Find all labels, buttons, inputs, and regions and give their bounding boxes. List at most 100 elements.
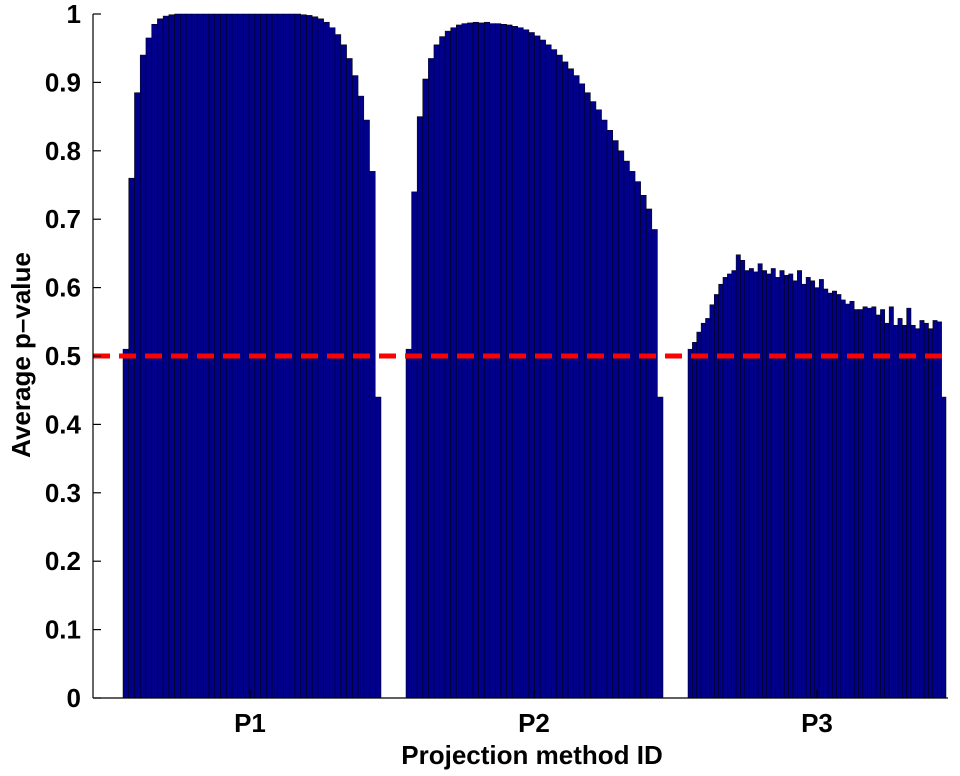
bar-p3-6 xyxy=(709,304,715,699)
bar-p2-5 xyxy=(428,58,435,699)
bar-p3-49 xyxy=(897,318,903,699)
bar-p3-11 xyxy=(731,270,737,699)
bar-p2-8 xyxy=(444,30,451,699)
bar-p3-59 xyxy=(941,396,947,699)
bar-p3-39 xyxy=(853,309,859,699)
x-tick-label-p2: P2 xyxy=(518,708,550,738)
bar-p2-4 xyxy=(422,78,429,699)
bar-p2-21 xyxy=(517,27,524,699)
bar-p2-9 xyxy=(450,27,457,699)
y-tick-label: 0.6 xyxy=(45,273,81,303)
bar-p3-1 xyxy=(687,348,693,699)
bar-p3-46 xyxy=(884,322,890,699)
bar-p2-45 xyxy=(651,229,658,699)
bar-p1-41 xyxy=(352,75,359,699)
bar-p3-17 xyxy=(757,263,763,699)
bar-p2-22 xyxy=(523,29,530,699)
bar-p3-16 xyxy=(753,271,759,699)
x-ticks-layer: P1 P2 P3 xyxy=(234,690,833,738)
bar-p2-42 xyxy=(634,181,641,699)
bar-p2-43 xyxy=(640,195,647,699)
bar-p3-27 xyxy=(801,283,807,699)
bar-p3-13 xyxy=(740,259,746,699)
bar-p2-46 xyxy=(657,396,664,699)
bar-p3-44 xyxy=(875,314,881,699)
bar-p1-4 xyxy=(139,54,147,699)
bar-p3-29 xyxy=(810,280,816,699)
bar-p3-45 xyxy=(880,309,886,699)
bar-p3-15 xyxy=(748,268,754,699)
bar-p1-45 xyxy=(375,396,382,699)
bar-p3-32 xyxy=(823,288,829,699)
bar-p3-18 xyxy=(762,270,767,699)
bar-p2-24 xyxy=(534,35,541,699)
bar-p3-12 xyxy=(735,254,741,699)
bar-p3-47 xyxy=(888,306,894,699)
bar-p3-8 xyxy=(718,283,724,699)
bar-p3-14 xyxy=(744,270,750,699)
y-tick-label: 0.3 xyxy=(45,478,81,508)
bar-p1-22 xyxy=(243,13,250,699)
bar-p1-42 xyxy=(357,95,365,699)
bar-p2-2 xyxy=(411,191,418,699)
x-axis-label: Projection method ID xyxy=(401,740,662,770)
x-tick-label-p3: P3 xyxy=(801,708,833,738)
bar-p2-44 xyxy=(645,208,653,699)
bar-p1-1 xyxy=(122,348,129,699)
bar-p3-3 xyxy=(696,331,702,699)
bar-p2-39 xyxy=(618,150,625,699)
y-tick-label: 0.8 xyxy=(45,136,81,166)
bar-p1-26 xyxy=(266,13,273,699)
bar-p3-37 xyxy=(845,303,851,699)
bar-p2-30 xyxy=(567,68,574,699)
bar-p3-56 xyxy=(928,328,934,699)
bar-p1-6 xyxy=(151,24,158,699)
bar-p3-41 xyxy=(862,306,868,699)
bar-p3-38 xyxy=(849,301,855,699)
bar-p3-25 xyxy=(792,280,798,699)
bar-p3-21 xyxy=(775,277,781,699)
bar-p2-15 xyxy=(483,21,491,699)
bar-p3-48 xyxy=(893,324,899,699)
bar-p3-54 xyxy=(919,320,925,699)
bar-p3-53 xyxy=(915,328,921,699)
y-tick-label: 0.5 xyxy=(45,341,81,371)
bar-p3-51 xyxy=(906,307,912,699)
bar-p3-50 xyxy=(902,324,907,699)
bar-p2-17 xyxy=(495,23,502,699)
bar-p2-10 xyxy=(456,24,463,699)
bar-p2-36 xyxy=(601,119,608,699)
bar-p3-36 xyxy=(840,299,846,699)
bar-p2-3 xyxy=(416,116,424,699)
bar-p1-2 xyxy=(128,177,135,699)
bar-p2-12 xyxy=(467,22,474,699)
bar-p3-5 xyxy=(705,318,711,699)
bar-p3-2 xyxy=(692,342,697,699)
bar-p1-37 xyxy=(329,27,336,699)
y-ticks-layer: 0 0.1 0.2 0.3 0.4 0.5 0.6 0.7 0.8 0.9 1 xyxy=(45,0,101,713)
bar-p2-16 xyxy=(489,23,496,699)
bar-p3-55 xyxy=(923,322,929,699)
bar-p1-39 xyxy=(340,44,347,699)
bar-p2-1 xyxy=(405,348,412,699)
bar-p1-44 xyxy=(369,171,376,699)
bar-p2-11 xyxy=(461,23,468,699)
y-axis-label: Average p–value xyxy=(6,252,36,458)
bar-p2-18 xyxy=(500,24,507,699)
bar-p3-34 xyxy=(832,290,837,699)
y-tick-label: 0.7 xyxy=(45,204,81,234)
bar-p2-35 xyxy=(595,109,602,699)
bar-p2-25 xyxy=(539,39,546,699)
y-tick-label: 0 xyxy=(67,683,81,713)
bar-p2-6 xyxy=(433,44,440,699)
bar-p2-29 xyxy=(562,61,569,699)
bar-p1-40 xyxy=(346,58,353,699)
bar-p2-33 xyxy=(584,92,591,699)
bar-p1-43 xyxy=(363,119,370,699)
bar-p2-23 xyxy=(528,32,535,699)
bar-p2-26 xyxy=(545,44,552,699)
bar-p3-40 xyxy=(858,309,864,699)
bar-p1-5 xyxy=(145,37,152,699)
bar-p2-32 xyxy=(578,83,586,699)
